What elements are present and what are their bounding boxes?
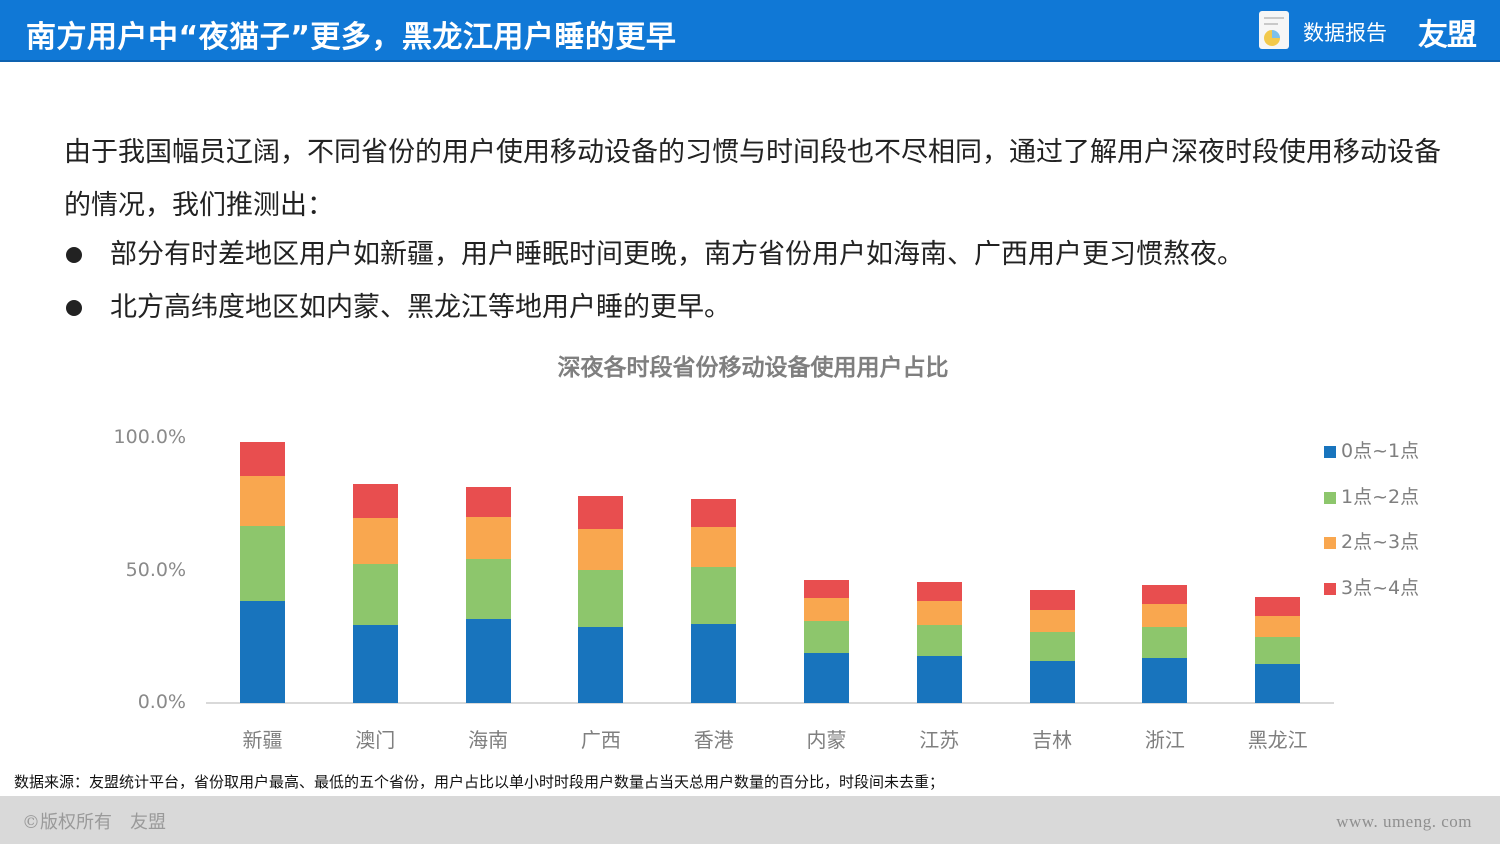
bar-segment xyxy=(1029,631,1075,661)
chart-title: 深夜各时段省份移动设备使用用户占比 xyxy=(557,355,949,381)
x-tick-label: 新疆 xyxy=(242,728,283,752)
legend-label: 2点~3点 xyxy=(1341,531,1420,554)
legend-item: 1点~2点 xyxy=(1322,484,1419,530)
stacked-bar xyxy=(578,496,624,703)
x-tick-label: 澳门 xyxy=(355,728,396,752)
bullet-dot-icon xyxy=(66,300,82,316)
bar-segment xyxy=(916,581,962,601)
bar-segment xyxy=(1142,604,1188,627)
bar-segment xyxy=(916,624,962,656)
legend-label: 0点~1点 xyxy=(1341,440,1420,462)
bar-segment xyxy=(578,626,624,703)
legend-item: 0点~1点 xyxy=(1322,438,1419,484)
bar-segment xyxy=(578,570,624,627)
bar-segment xyxy=(1255,663,1301,703)
bar-segment xyxy=(1255,636,1301,664)
x-axis-line xyxy=(206,702,1334,704)
legend-swatch-icon xyxy=(1324,446,1336,458)
bar-segment xyxy=(240,442,285,477)
bullet-item: 北方高纬度地区如内蒙、黑龙江等地用户睡的更早。 xyxy=(64,281,1464,334)
stacked-bar xyxy=(352,484,398,703)
page-title: 南方用户中“夜猫子”更多，黑龙江用户睡的更早 xyxy=(26,20,677,55)
bar-segment xyxy=(804,598,849,622)
x-tick-label: 江苏 xyxy=(919,728,960,752)
bullet-item: 部分有时差地区用户如新疆，用户睡眠时间更晚，南方省份用户如海南、广西用户更习惯熬… xyxy=(64,228,1464,281)
bar-segment xyxy=(1142,626,1188,659)
bar-segment xyxy=(578,529,624,570)
y-tick-label: 0.0% xyxy=(137,691,186,713)
y-tick-label: 50.0% xyxy=(125,559,186,581)
bar-segment xyxy=(240,601,285,703)
stacked-bar xyxy=(916,581,962,703)
bar-segment xyxy=(1142,658,1188,703)
bar-segment xyxy=(240,476,285,527)
report-document-icon xyxy=(1259,11,1289,49)
y-tick-label: 100.0% xyxy=(113,426,186,448)
bar-segment xyxy=(691,527,737,568)
bar-segment xyxy=(916,655,962,703)
bar-segment xyxy=(1029,589,1075,610)
legend-label: 3点~4点 xyxy=(1341,577,1420,600)
legend-swatch-icon xyxy=(1324,537,1336,550)
bar-segment xyxy=(691,499,737,528)
copyright-text: ©版权所有 友盟 xyxy=(22,812,166,833)
legend-swatch-icon xyxy=(1324,583,1336,596)
chart-legend: 0点~1点 1点~2点 2点~3点 3点~4点 xyxy=(1322,438,1419,621)
x-tick-label: 海南 xyxy=(468,728,509,752)
report-label: 数据报告 xyxy=(1303,21,1387,45)
x-tick-label: 内蒙 xyxy=(806,728,847,752)
legend-swatch-icon xyxy=(1324,491,1336,504)
bar-segment xyxy=(465,516,511,559)
bar-segment xyxy=(916,600,962,625)
bar-segment xyxy=(804,621,849,653)
stacked-bar xyxy=(804,580,849,703)
x-tick-label: 黑龙江 xyxy=(1247,728,1308,752)
stacked-bar xyxy=(240,442,285,703)
bar-segment xyxy=(465,486,511,517)
legend-item: 3点~4点 xyxy=(1322,575,1419,621)
stacked-bar xyxy=(1029,589,1075,703)
bar-segment xyxy=(240,526,285,602)
bar-segment xyxy=(578,496,624,530)
legend-item: 2点~3点 xyxy=(1322,529,1419,575)
x-tick-label: 广西 xyxy=(580,728,621,752)
bar-segment xyxy=(1255,615,1301,637)
x-tick-label: 香港 xyxy=(693,728,734,752)
bar-segment xyxy=(804,580,849,599)
bullet-dot-icon xyxy=(66,247,82,263)
bar-segment xyxy=(804,652,849,703)
bar-segment xyxy=(352,625,398,703)
website-url: www. umeng. com xyxy=(1336,812,1472,831)
x-tick-label: 吉林 xyxy=(1032,728,1073,752)
bar-segment xyxy=(352,484,398,519)
bar-segment xyxy=(465,558,511,619)
bullet-list: 部分有时差地区用户如新疆，用户睡眠时间更晚，南方省份用户如海南、广西用户更习惯熬… xyxy=(64,228,1464,334)
bar-segment xyxy=(691,567,737,624)
bullet-text: 部分有时差地区用户如新疆，用户睡眠时间更晚，南方省份用户如海南、广西用户更习惯熬… xyxy=(110,239,1244,270)
header-bar: 南方用户中“夜猫子”更多，黑龙江用户睡的更早 数据报告 友盟 xyxy=(0,0,1500,62)
bar-segment xyxy=(1029,609,1075,632)
stacked-bar xyxy=(691,499,737,703)
bar-segment xyxy=(1255,596,1301,616)
data-source-note: 数据来源：友盟统计平台，省份取用户最高、最低的五个省份，用户占比以单小时时段用户… xyxy=(14,773,945,791)
bar-segment xyxy=(352,518,398,565)
bar-segment xyxy=(1142,585,1188,605)
bullet-text: 北方高纬度地区如内蒙、黑龙江等地用户睡的更早。 xyxy=(110,292,731,323)
stacked-bar xyxy=(1142,585,1188,703)
brand-logo: 友盟 xyxy=(1418,18,1477,53)
legend-label: 1点~2点 xyxy=(1341,485,1420,508)
intro-paragraph: 由于我国幅员辽阔，不同省份的用户使用移动设备的习惯与时间段也不尽相同，通过了解用… xyxy=(64,137,1441,221)
bar-segment xyxy=(465,618,511,703)
stacked-bar xyxy=(1255,596,1301,703)
x-tick-label: 浙江 xyxy=(1144,728,1185,752)
stacked-bar xyxy=(465,486,511,703)
bar-segment xyxy=(1029,660,1075,703)
footer-bar: ©版权所有 友盟 www. umeng. com xyxy=(0,796,1500,844)
bar-segment xyxy=(352,564,398,626)
bar-segment xyxy=(691,623,737,703)
